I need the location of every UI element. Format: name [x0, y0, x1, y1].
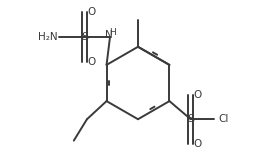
Text: O: O [87, 7, 95, 17]
Text: Cl: Cl [219, 114, 229, 124]
Text: H: H [109, 28, 116, 37]
Text: O: O [87, 57, 95, 67]
Text: O: O [193, 139, 201, 149]
Text: S: S [187, 114, 194, 124]
Text: N: N [105, 30, 113, 40]
Text: H₂N: H₂N [38, 32, 57, 42]
Text: O: O [193, 89, 201, 100]
Text: S: S [81, 32, 88, 42]
